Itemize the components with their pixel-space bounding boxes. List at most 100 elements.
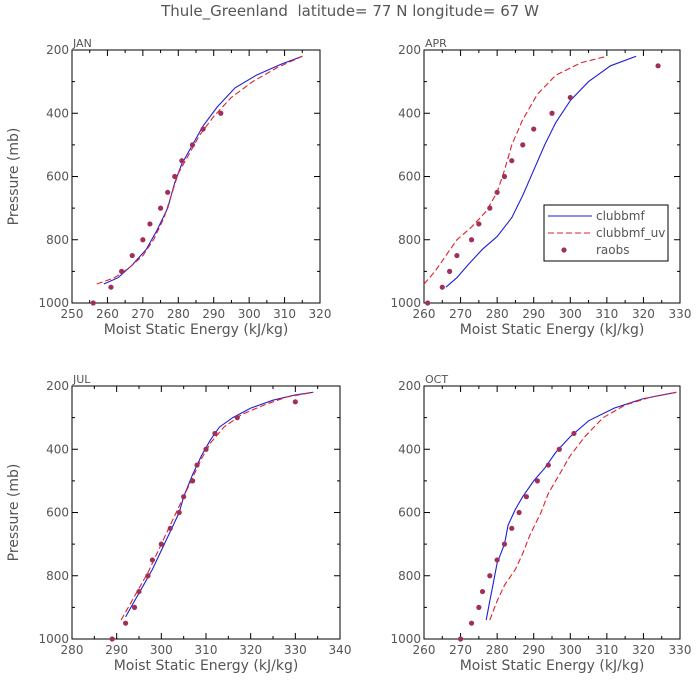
- y-tick-label: 1000: [390, 632, 421, 646]
- raobs-point: [292, 399, 298, 405]
- raobs-point: [129, 252, 135, 259]
- y-tick-label: 200: [398, 43, 421, 57]
- raobs-point: [119, 268, 125, 274]
- raobs-point: [147, 221, 153, 227]
- x-tick-label: 320: [632, 643, 655, 657]
- legend-label-clubbmf: clubbmf: [596, 209, 645, 223]
- raobs-point: [190, 478, 196, 484]
- raobs-point: [172, 173, 178, 180]
- x-tick-label: 290: [522, 643, 545, 657]
- x-tick-label: 280: [167, 307, 190, 321]
- x-tick-label: 270: [131, 307, 154, 321]
- raobs-point: [494, 557, 500, 563]
- x-tick-label: 280: [486, 307, 509, 321]
- raobs-point: [545, 462, 551, 468]
- x-tick-label: 300: [238, 307, 261, 321]
- raobs-point: [476, 221, 482, 227]
- raobs-point: [494, 189, 500, 195]
- clubbmf_uv-line: [489, 391, 677, 621]
- y-tick-label: 400: [398, 106, 421, 120]
- chart-panel-oct: 260 270 280 290 300 310 320 330 200 400 600 800 1000…: [390, 373, 691, 674]
- raobs-point: [165, 189, 171, 195]
- x-tick-label: 300: [559, 643, 582, 657]
- y-tick-label: 600: [398, 170, 421, 184]
- raobs-point: [200, 126, 206, 132]
- y-tick-label: 1000: [38, 296, 69, 310]
- x-tick-label: 260: [413, 643, 436, 657]
- legend-label-clubbmf_uv: clubbmf_uv: [596, 226, 665, 240]
- x-axis-label: Moist Static Energy (kJ/kg): [460, 322, 645, 338]
- y-tick-label: 400: [398, 442, 421, 456]
- raobs-point: [549, 110, 555, 116]
- clubbmf-line: [125, 391, 314, 618]
- panel-label: APR: [425, 37, 447, 50]
- x-tick-label: 310: [595, 643, 618, 657]
- clubbmf-line: [485, 391, 677, 621]
- chart-panel-apr: 260 270 280 290 300 310 320 330 200 400 600 800 1000…: [390, 37, 691, 338]
- raobs-point: [179, 158, 185, 164]
- raobs-point: [425, 300, 431, 306]
- raobs-point: [476, 604, 482, 610]
- y-tick-label: 800: [398, 233, 421, 247]
- chart-panel-jan: 250 260 270 280 290 300 310 320 200 400 600 800 1000…: [6, 37, 331, 338]
- raobs-point: [556, 446, 562, 452]
- y-tick-label: 600: [46, 506, 69, 520]
- raobs-point: [439, 284, 445, 290]
- x-tick-label: 270: [449, 307, 472, 321]
- raobs-point: [534, 478, 540, 484]
- y-tick-label: 200: [46, 43, 69, 57]
- raobs-point: [523, 494, 530, 500]
- y-tick-label: 400: [46, 106, 69, 120]
- x-tick-label: 340: [329, 643, 352, 657]
- x-tick-label: 290: [202, 307, 225, 321]
- y-tick-label: 1000: [390, 296, 421, 310]
- y-tick-label: 800: [46, 233, 69, 247]
- raobs-point: [468, 237, 475, 243]
- raobs-point: [108, 284, 114, 290]
- raobs-point: [218, 110, 224, 116]
- y-tick-label: 800: [398, 569, 421, 583]
- raobs-point: [447, 268, 453, 274]
- figure-title: Thule_Greenland latitude= 77 N longitude…: [161, 2, 539, 20]
- raobs-point: [454, 252, 460, 259]
- y-tick-label: 600: [398, 506, 421, 520]
- raobs-point: [516, 509, 522, 516]
- raobs-point: [140, 237, 146, 243]
- raobs-point: [136, 588, 142, 595]
- raobs-point: [531, 126, 537, 132]
- x-tick-label: 310: [195, 643, 218, 657]
- raobs-point: [567, 94, 573, 101]
- clubbmf_uv-line: [96, 55, 303, 285]
- x-tick-label: 310: [273, 307, 296, 321]
- x-tick-label: 300: [150, 643, 173, 657]
- legend-marker-raobs: [561, 247, 567, 253]
- raobs-point: [479, 588, 486, 595]
- x-tick-label: 270: [449, 643, 472, 657]
- x-tick-label: 330: [669, 643, 692, 657]
- y-tick-label: 800: [46, 569, 69, 583]
- raobs-point: [131, 604, 138, 610]
- x-tick-label: 320: [632, 307, 655, 321]
- y-tick-label: 200: [398, 379, 421, 393]
- raobs-point: [90, 300, 96, 306]
- raobs-point: [109, 636, 115, 642]
- raobs-point: [487, 205, 493, 211]
- raobs-point: [520, 142, 526, 148]
- legend-label-raobs: raobs: [596, 243, 630, 257]
- x-tick-label: 330: [284, 643, 307, 657]
- raobs-point: [509, 525, 515, 531]
- x-tick-label: 280: [61, 643, 84, 657]
- y-tick-label: 400: [46, 442, 69, 456]
- raobs-point: [149, 557, 155, 563]
- x-tick-label: 310: [595, 307, 618, 321]
- plot-frame: [423, 385, 681, 640]
- raobs-point: [468, 620, 475, 626]
- raobs-point: [501, 541, 508, 547]
- x-tick-label: 320: [239, 643, 262, 657]
- x-tick-label: 330: [669, 307, 692, 321]
- y-axis-label: Pressure (mb): [6, 128, 22, 226]
- x-axis-label: Moist Static Energy (kJ/kg): [114, 658, 299, 674]
- plot-frame: [71, 385, 341, 640]
- x-axis-label: Moist Static Energy (kJ/kg): [460, 658, 645, 674]
